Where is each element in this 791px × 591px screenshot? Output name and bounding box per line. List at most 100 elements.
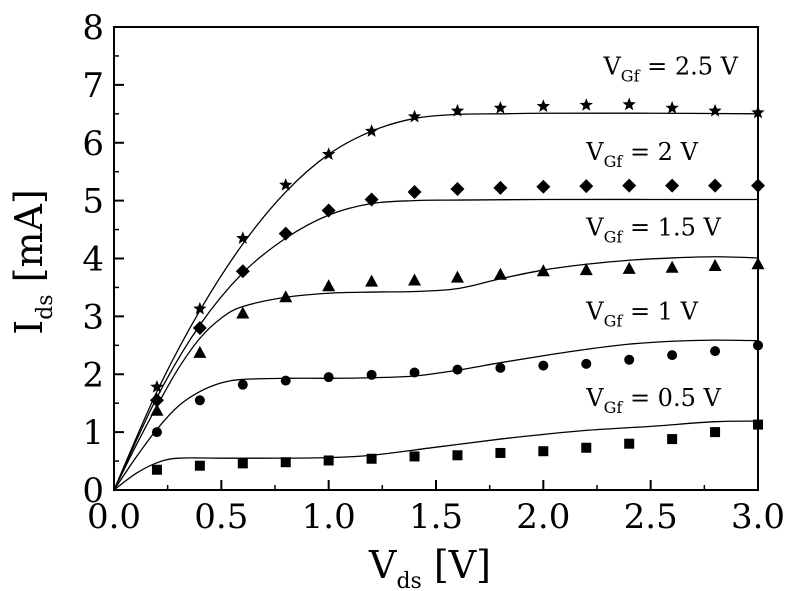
x-tick-label: 1.0 (302, 497, 356, 537)
y-tick-label: 6 (82, 124, 104, 164)
series-label-main: V (585, 213, 604, 241)
series-label-3: VGf = 2 V (585, 138, 698, 171)
series-label-rest: = 2.5 V (639, 52, 738, 80)
point-diamond-series-3 (579, 179, 594, 194)
point-diamond-series-3 (192, 320, 207, 335)
point-diamond-series-3 (708, 178, 723, 193)
series-label-rest: = 0.5 V (622, 384, 721, 412)
y-tick-label: 7 (82, 66, 104, 106)
point-star-series-4 (364, 124, 379, 137)
point-star-series-4 (193, 301, 207, 315)
point-diamond-series-3 (622, 178, 637, 193)
series-label-rest: = 1 V (622, 297, 698, 325)
series-label-2: VGf = 1.5 V (585, 213, 721, 246)
point-star-series-4 (236, 231, 250, 244)
point-diamond-series-3 (278, 226, 293, 241)
point-triangle-series-2 (536, 264, 550, 277)
point-triangle-series-2 (322, 279, 336, 292)
point-star-series-4 (493, 101, 508, 114)
fit-line-series-3 (113, 198, 758, 491)
point-circle-series-1 (323, 372, 334, 383)
data-points (149, 97, 765, 475)
point-square-series-0 (710, 427, 721, 438)
y-axis-title-sub: ds (33, 294, 58, 319)
point-diamond-series-3 (149, 393, 164, 408)
point-square-series-0 (495, 447, 506, 458)
point-triangle-series-2 (622, 261, 636, 274)
point-circle-series-1 (710, 346, 721, 357)
series-label-sub: Gf (604, 311, 624, 330)
y-tick-label: 8 (82, 8, 104, 48)
series-label-sub: Gf (604, 152, 624, 171)
point-star-series-4 (322, 147, 336, 160)
y-axis-title-main: I (7, 320, 51, 335)
point-square-series-0 (409, 451, 420, 462)
point-star-series-4 (450, 103, 465, 117)
x-axis-title-unit: [V] (422, 543, 491, 587)
point-square-series-0 (194, 460, 205, 471)
y-tick-label: 0 (82, 471, 104, 511)
point-square-series-0 (667, 434, 678, 445)
series-label-1: VGf = 1 V (585, 297, 698, 330)
x-tick-label: 2.0 (516, 497, 570, 537)
fit-line-series-0 (113, 420, 759, 491)
point-diamond-series-3 (321, 203, 336, 218)
point-triangle-series-2 (150, 403, 164, 416)
series-label-sub: Gf (604, 398, 624, 417)
point-star-series-4 (708, 103, 722, 117)
x-axis-title: Vds [V] (368, 543, 491, 591)
point-triangle-series-2 (193, 345, 207, 358)
point-square-series-0 (151, 464, 162, 475)
point-triangle-series-2 (450, 270, 464, 283)
point-triangle-series-2 (365, 274, 379, 287)
fit-line-series-2 (113, 256, 759, 491)
series-label-main: V (602, 52, 621, 80)
point-triangle-series-2 (236, 306, 250, 319)
point-circle-series-1 (151, 427, 162, 438)
point-diamond-series-3 (450, 182, 465, 197)
point-square-series-0 (581, 442, 592, 453)
point-circle-series-1 (667, 350, 678, 361)
point-circle-series-1 (237, 379, 248, 390)
ticks-layer: 0.0 0.5 1.0 1.5 2.0 2.5 3.0 0 1 2 3 4 5 6 7 8 (82, 8, 785, 537)
point-square-series-0 (624, 438, 635, 449)
x-tick-label: 0.5 (194, 497, 248, 537)
series-label-sub: Gf (604, 227, 624, 246)
point-star-series-4 (536, 99, 550, 112)
point-circle-series-1 (409, 367, 420, 378)
point-circle-series-1 (624, 354, 635, 365)
point-square-series-0 (538, 446, 549, 457)
series-label-main: V (585, 138, 604, 166)
x-tick-label: 2.5 (624, 497, 678, 537)
point-star-series-4 (579, 98, 593, 111)
point-circle-series-1 (538, 360, 549, 371)
point-circle-series-1 (495, 362, 506, 373)
point-diamond-series-3 (665, 178, 680, 193)
x-tick-label: 0.0 (87, 497, 141, 537)
y-tick-label: 3 (82, 297, 104, 337)
point-circle-series-1 (581, 358, 592, 369)
point-diamond-series-3 (493, 180, 508, 195)
y-tick-label: 4 (82, 240, 104, 280)
x-tick-label: 3.0 (731, 497, 785, 537)
point-triangle-series-2 (579, 263, 593, 276)
fit-line-series-1 (113, 339, 759, 491)
series-label-sub: Gf (621, 66, 641, 85)
y-axis-title-unit: [mA] (7, 189, 51, 294)
series-label-rest: = 2 V (622, 138, 698, 166)
point-diamond-series-3 (235, 264, 250, 279)
point-triangle-series-2 (279, 290, 293, 303)
y-axis-title: Ids [mA] (7, 189, 58, 335)
y-tick-label: 5 (82, 182, 104, 222)
point-star-series-4 (407, 109, 422, 123)
point-diamond-series-3 (407, 184, 422, 199)
x-axis-title-sub: ds (396, 569, 421, 591)
point-square-series-0 (280, 457, 291, 468)
point-triangle-series-2 (665, 260, 679, 273)
series-label-main: V (585, 384, 604, 412)
x-tick-label: 1.5 (409, 497, 463, 537)
point-square-series-0 (366, 453, 377, 464)
point-square-series-0 (452, 450, 463, 461)
point-star-series-4 (279, 178, 293, 191)
